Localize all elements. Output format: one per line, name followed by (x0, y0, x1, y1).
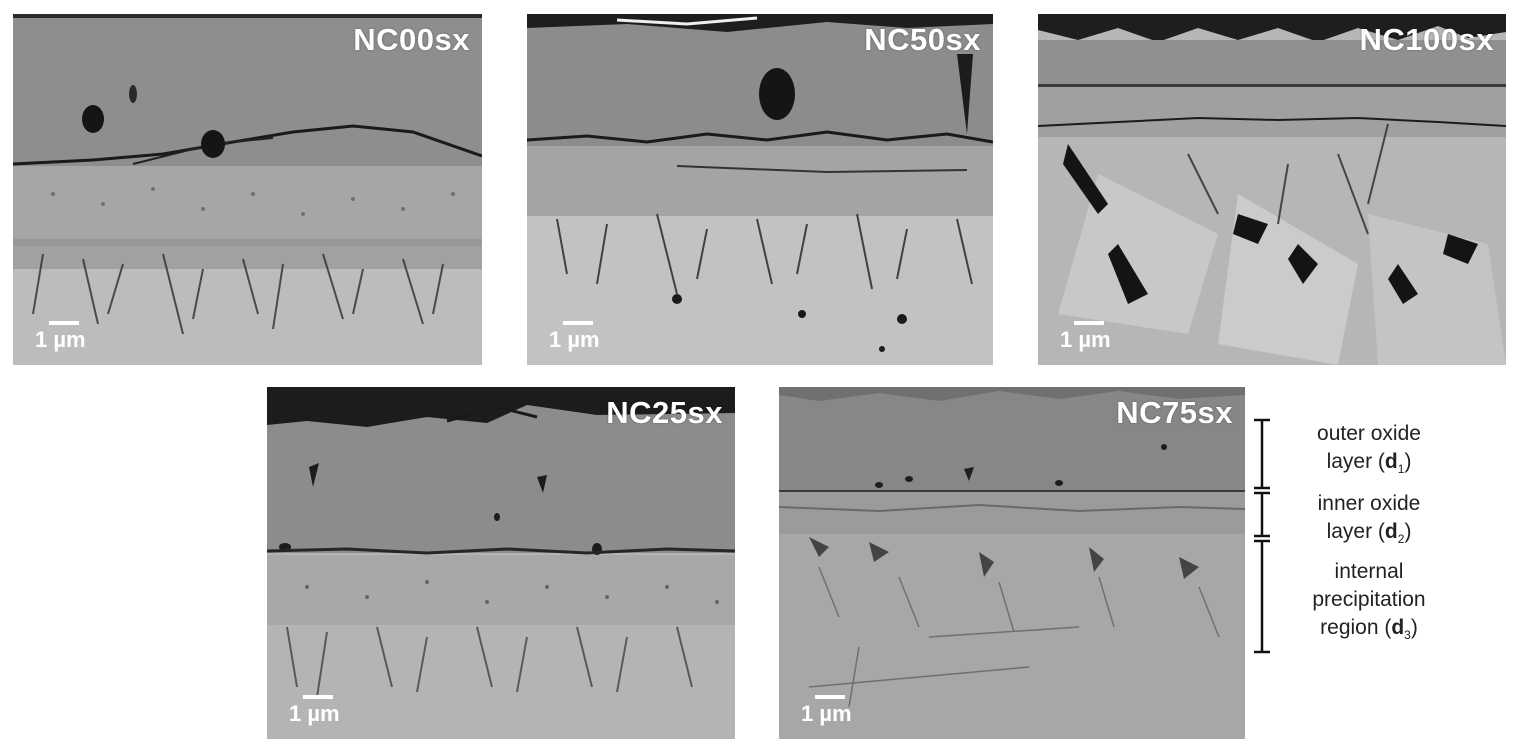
legend-outer-prefix: layer ( (1326, 450, 1385, 473)
scale-bar-label: 1 µm (1060, 327, 1111, 352)
legend-precip-close: ) (1410, 616, 1418, 639)
panel-label: NC100sx (1359, 22, 1494, 57)
legend-precip-symbol: d (1391, 616, 1405, 639)
micrograph-panel-nc75sx: NC75sx 1 µm (779, 387, 1245, 739)
legend-precip-line2: precipitation (1312, 588, 1426, 611)
panel-label: NC75sx (1116, 395, 1233, 430)
legend-precip-subscript: 3 (1404, 628, 1411, 643)
scale-bar: 1 µm (549, 321, 621, 357)
legend-precip-prefix: region ( (1320, 616, 1392, 639)
legend-outer-subscript: 1 (1397, 462, 1405, 477)
micrograph-panel-nc25sx: NC25sx 1 µm (267, 387, 735, 739)
scale-bar: 1 µm (35, 321, 107, 357)
legend-inner-prefix: layer ( (1326, 520, 1385, 543)
legend-outer-close: ) (1404, 450, 1412, 473)
micrograph-image (1038, 14, 1506, 365)
legend-precip-line3: region (d3) (1274, 614, 1464, 649)
scale-bar-label: 1 µm (289, 701, 340, 726)
legend-inner-line2: layer (d2) (1274, 518, 1464, 553)
legend-outer-oxide: outer oxide layer (d1) (1274, 420, 1464, 483)
legend-outer-line2: layer (d1) (1274, 448, 1464, 483)
scale-bar-line (303, 695, 333, 699)
scale-bar-line (815, 695, 845, 699)
scale-bar: 1 µm (801, 695, 873, 731)
layer-brackets (1254, 418, 1270, 654)
micrograph-panel-nc50sx: NC50sx 1 µm (527, 14, 993, 365)
legend-precip-line1: internal (1334, 560, 1404, 583)
legend-precipitation-region: internal precipitation region (d3) (1274, 558, 1464, 649)
micrograph-image (527, 14, 993, 365)
scale-bar-label: 1 µm (801, 701, 852, 726)
scale-bar-label: 1 µm (35, 327, 86, 352)
legend-outer-line1: outer oxide (1317, 422, 1421, 445)
legend-inner-close: ) (1404, 520, 1412, 543)
legend-inner-symbol: d (1384, 520, 1398, 543)
micrograph-image (13, 14, 482, 365)
scale-bar: 1 µm (1060, 321, 1132, 357)
micrograph-panel-nc00sx: NC00sx 1 µm (13, 14, 482, 365)
legend-inner-oxide: inner oxide layer (d2) (1274, 490, 1464, 553)
scale-bar-line (563, 321, 593, 325)
legend-inner-line1: inner oxide (1317, 492, 1421, 515)
panel-label: NC50sx (864, 22, 981, 57)
micrograph-panel-nc100sx: NC100sx 1 µm (1038, 14, 1506, 365)
micrograph-image (779, 387, 1245, 739)
scale-bar-line (49, 321, 79, 325)
micrograph-image (267, 387, 735, 739)
panel-label: NC00sx (353, 22, 470, 57)
layer-legend: outer oxide layer (d1) inner oxide layer… (1248, 416, 1519, 656)
legend-outer-symbol: d (1384, 450, 1398, 473)
scale-bar: 1 µm (289, 695, 361, 731)
legend-inner-subscript: 2 (1397, 532, 1405, 547)
panel-label: NC25sx (606, 395, 723, 430)
scale-bar-line (1074, 321, 1104, 325)
scale-bar-label: 1 µm (549, 327, 600, 352)
